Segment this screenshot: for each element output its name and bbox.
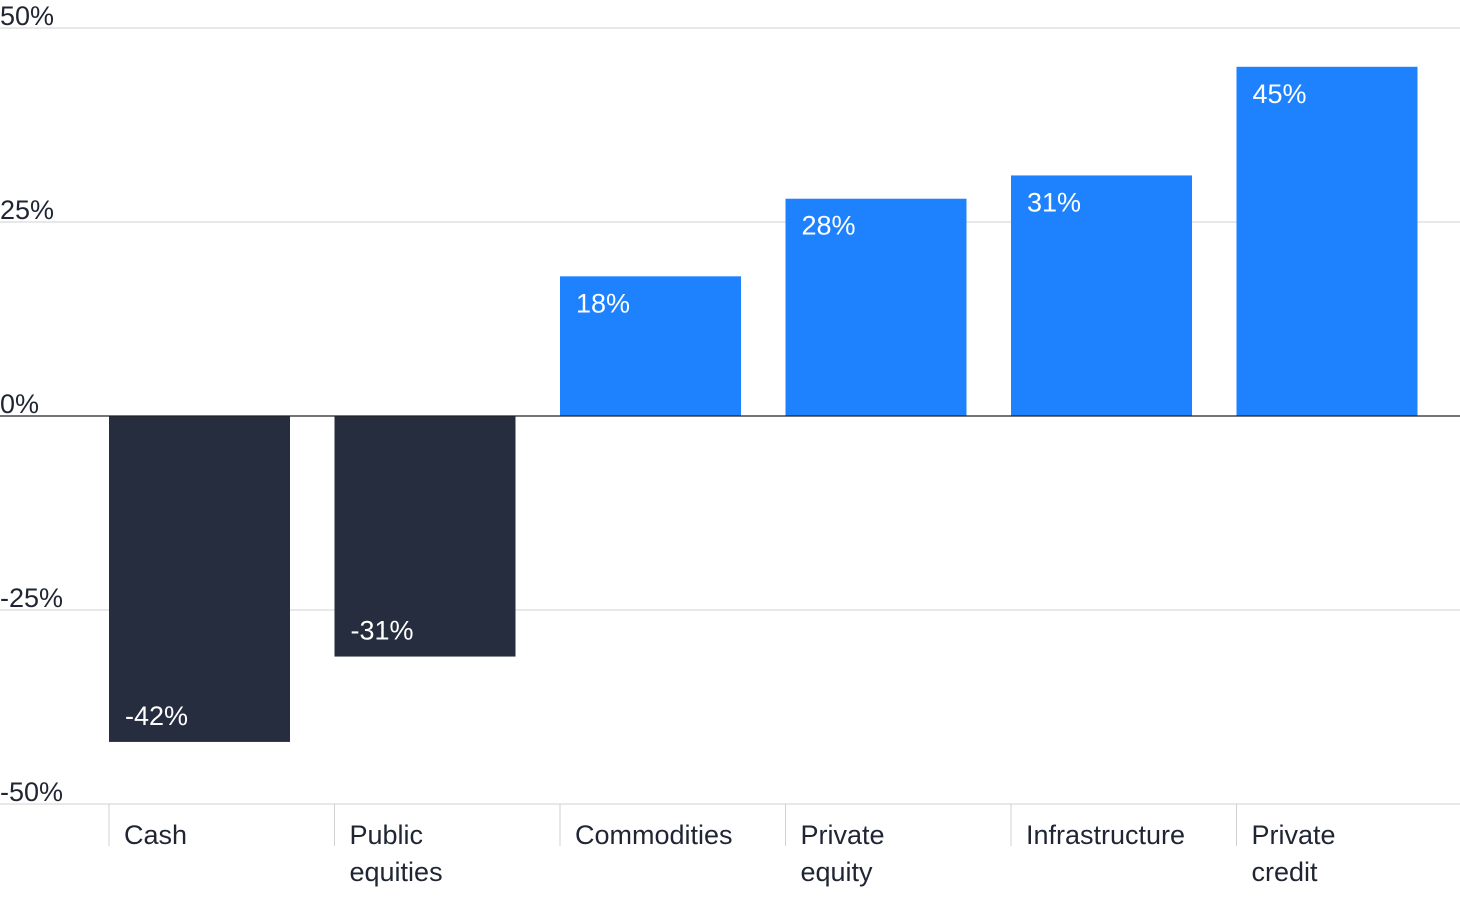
category-label: equities: [350, 857, 443, 887]
bar: [109, 416, 290, 742]
bar-value-label: 28%: [802, 211, 856, 241]
category-label: Commodities: [575, 820, 733, 850]
bar: [334, 416, 516, 657]
category-label: Cash: [124, 820, 187, 850]
category-label: Public: [350, 820, 424, 850]
y-tick-label: 0%: [0, 389, 39, 419]
category-axis: Cash Public equities Commodities Private equi…: [108, 804, 1336, 887]
bar: [785, 198, 967, 416]
bar-value-label: 31%: [1027, 187, 1081, 217]
y-tick-label: -50%: [0, 777, 63, 807]
bar: [560, 276, 741, 416]
y-tick-label: 50%: [0, 1, 54, 31]
bar: [1236, 66, 1418, 417]
category-label: credit: [1252, 857, 1319, 887]
y-axis-ticks: 50% 25% 0% -25% -50%: [0, 1, 63, 807]
bar-value-label: 45%: [1253, 79, 1307, 109]
y-tick-label: -25%: [0, 583, 63, 613]
category-label: equity: [801, 857, 874, 887]
category-label: Private: [801, 820, 885, 850]
category-label: Infrastructure: [1026, 820, 1185, 850]
bar-value-label: 18%: [576, 288, 630, 318]
bar-value-label: -42%: [125, 701, 188, 731]
bars: [109, 66, 1418, 742]
category-label: Private: [1252, 820, 1336, 850]
bar-value-label: -31%: [351, 616, 414, 646]
bar: [1011, 175, 1192, 416]
value-labels: -42% -31% 18% 28% 31% 45%: [125, 79, 1307, 731]
y-tick-label: 25%: [0, 195, 54, 225]
